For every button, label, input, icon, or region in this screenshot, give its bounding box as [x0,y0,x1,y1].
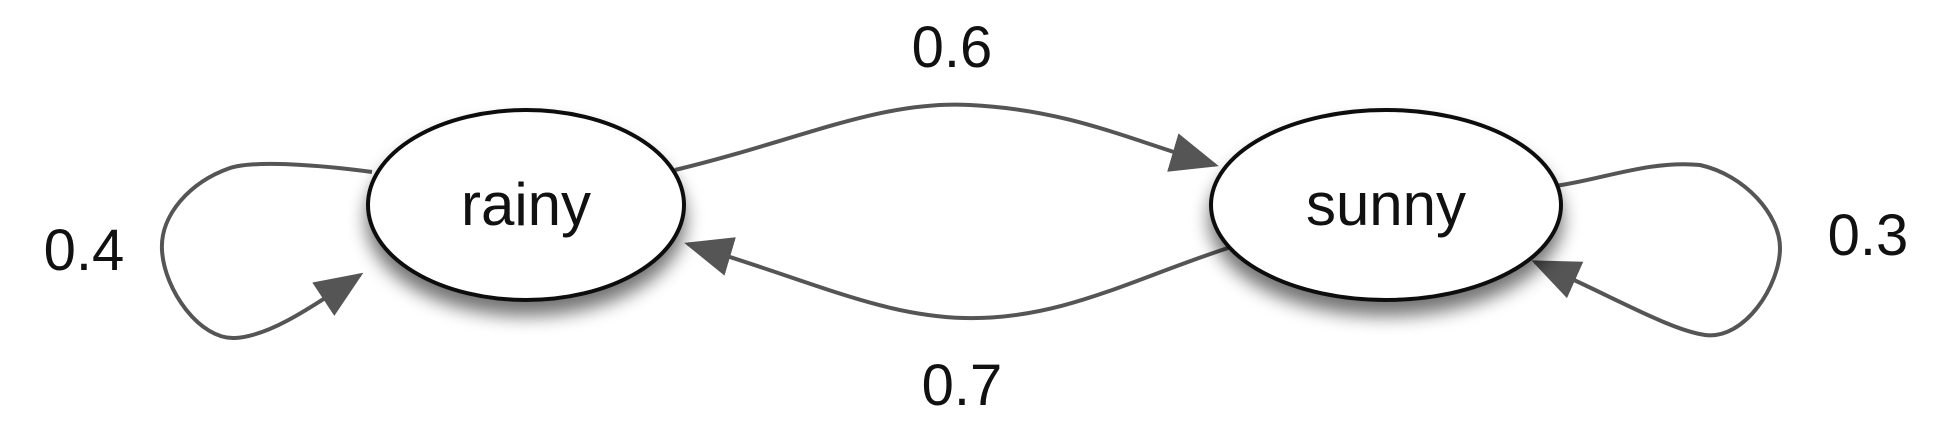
node-sunny [1209,108,1563,302]
edge-label-sunny-to-rainy: 0.7 [922,353,1003,418]
node-rainy [366,108,686,302]
edge-rainy-self-loop [159,161,373,341]
node-sunny-label: sunny [1306,171,1466,238]
edge-label-rainy-to-sunny: 0.6 [912,15,993,80]
node-rainy-ellipse [366,108,686,302]
node-rainy-label: rainy [461,171,591,238]
edge-rainy-to-sunny [674,102,1219,172]
edge-sunny-self-loop [1531,162,1783,338]
node-sunny-ellipse [1209,108,1563,302]
edge-label-rainy-self-loop: 0.4 [44,218,125,283]
edge-label-sunny-self-loop: 0.3 [1828,203,1909,268]
edge-sunny-to-rainy [684,237,1229,321]
